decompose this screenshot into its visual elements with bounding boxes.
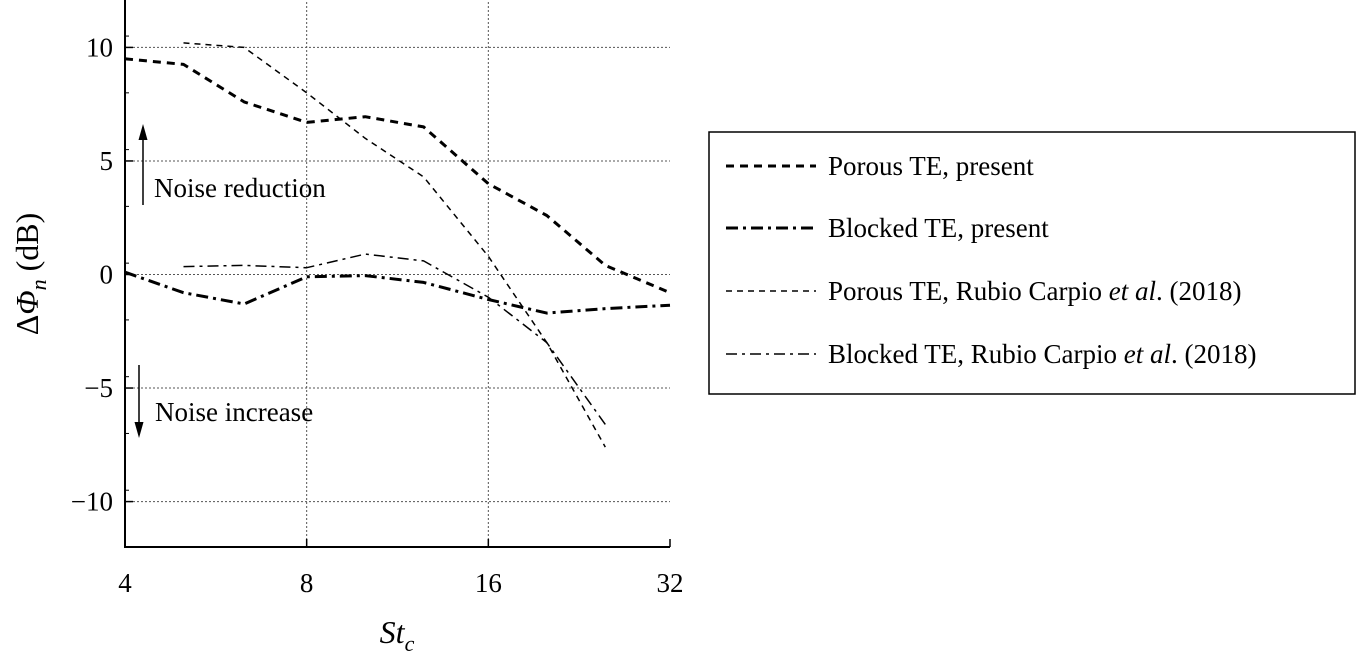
- y-axis-label-sub: n: [26, 279, 51, 290]
- x-axis-label: Stc: [380, 614, 415, 656]
- x-tick-label: 4: [118, 568, 132, 598]
- series-line-3: [183, 42, 606, 448]
- x-tick-label: 16: [475, 568, 502, 598]
- series-lines: [124, 42, 671, 448]
- series-line-2: [124, 270, 671, 315]
- y-axis-label-symbol: Φ: [9, 290, 45, 314]
- legend-label: Porous TE, Rubio Carpio et al. (2018): [828, 276, 1242, 306]
- series-line-1: [124, 57, 671, 295]
- axes: [124, 0, 670, 548]
- x-axis-label-main: St: [380, 614, 406, 650]
- series-line-4: [183, 253, 606, 425]
- legend-item: Blocked TE, present: [726, 213, 1049, 243]
- y-axis-label-unit: (dB): [9, 213, 45, 280]
- legend-item: Porous TE, Rubio Carpio et al. (2018): [726, 276, 1242, 306]
- ticks: 10 5 0 −5 −10 4 8 16 32: [71, 32, 684, 598]
- x-axis-label-sub: c: [405, 631, 415, 656]
- y-tick-label: −5: [84, 373, 113, 403]
- legend-item: Porous TE, present: [726, 151, 1034, 181]
- arrow-down-head-icon: [134, 422, 144, 438]
- grid: [125, 2, 670, 547]
- legend-box: [708, 131, 1356, 395]
- legend-item: Blocked TE, Rubio Carpio et al. (2018): [726, 339, 1256, 369]
- legend-label: Blocked TE, Rubio Carpio et al. (2018): [828, 339, 1256, 369]
- y-axis-label: ΔΦn (dB): [9, 213, 51, 336]
- x-tick-label: 8: [300, 568, 314, 598]
- legend: Porous TE, present Blocked TE, present P…: [708, 131, 1356, 395]
- legend-label: Blocked TE, present: [828, 213, 1049, 243]
- annotation-noise-reduction: Noise reduction: [138, 124, 326, 205]
- arrow-up-head-icon: [138, 124, 148, 140]
- y-tick-label: 5: [100, 146, 114, 176]
- x-tick-label: 32: [657, 568, 684, 598]
- annotation-noise-reduction-text: Noise reduction: [154, 173, 326, 203]
- legend-label: Porous TE, present: [828, 151, 1034, 181]
- annotation-noise-increase-text: Noise increase: [155, 397, 313, 427]
- y-tick-label: −10: [71, 487, 113, 517]
- y-axis-label-prefix: Δ: [9, 315, 45, 336]
- y-tick-label: 0: [100, 260, 114, 290]
- y-tick-label: 10: [86, 32, 113, 62]
- annotation-noise-increase: Noise increase: [134, 365, 313, 438]
